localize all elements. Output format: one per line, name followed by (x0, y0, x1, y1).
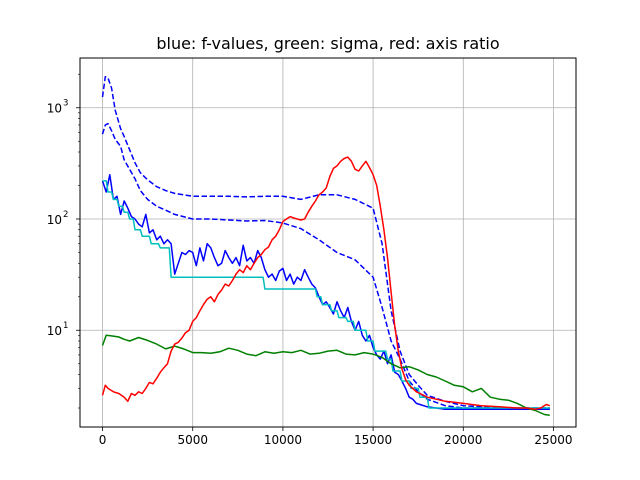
chart-title: blue: f-values, green: sigma, red: axis … (156, 34, 499, 53)
x-tick-label: 15000 (354, 433, 392, 447)
y-tick-exponent: 3 (63, 99, 68, 109)
x-tick-label: 5000 (177, 433, 208, 447)
x-tick-label: 0 (99, 433, 107, 447)
grid (80, 58, 576, 427)
y-tick-label: 10 (47, 102, 62, 116)
x-tick-label: 10000 (264, 433, 302, 447)
x-tick-label: 20000 (444, 433, 482, 447)
plot-frame (79, 57, 577, 428)
series-group (101, 75, 551, 417)
series-line (102, 180, 550, 409)
y-tick-label: 10 (47, 213, 62, 227)
plot-area (80, 58, 576, 427)
series-line (101, 156, 551, 410)
y-tick-label: 10 (47, 324, 62, 338)
series-line (101, 334, 550, 417)
y-tick-exponent: 2 (63, 210, 68, 220)
series-line (101, 173, 550, 410)
y-tick-exponent: 1 (63, 321, 68, 331)
x-tick-label: 25000 (534, 433, 572, 447)
series-line (101, 122, 550, 410)
